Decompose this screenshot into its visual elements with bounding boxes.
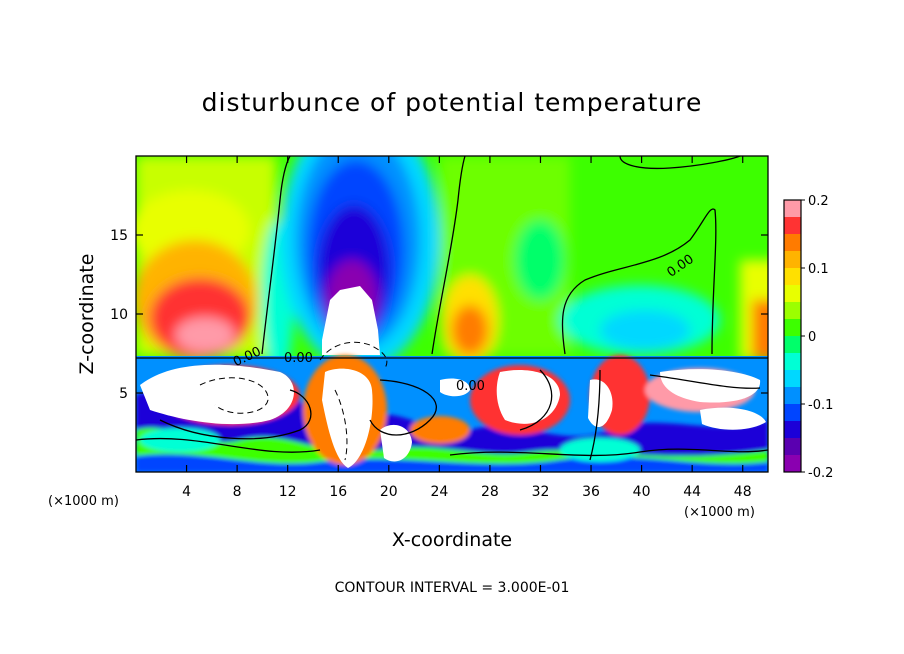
saturated-core [322,286,380,355]
x-tick-label: 8 [233,484,242,500]
contour-labels: 0.00 0.00 0.00 0.00 [231,252,697,394]
colorbar-label: -0.1 [808,398,833,413]
contour-label: 0.00 [456,379,485,394]
colorbar-swatch [784,404,801,422]
colorbar-swatch [784,438,801,456]
colorbar-label: 0.2 [808,194,829,209]
x-tick-label: 40 [633,484,651,500]
x-tick-label: 16 [329,484,347,500]
x-tick-label: 32 [532,484,550,500]
colorbar-label: 0.1 [808,262,829,277]
colorbar-swatch [784,251,801,269]
colorbar-swatch [784,302,801,320]
upper-field [136,156,768,380]
y-tick-label: 5 [119,386,128,402]
x-tick-label: 12 [279,484,297,500]
x-tick-label: 24 [430,484,448,500]
colorbar-swatch [784,370,801,388]
colorbar-swatch [784,336,801,354]
x-tick-label: 4 [182,484,191,500]
contour-label: 0.00 [284,351,313,366]
x-axis: 4 8 12 16 20 24 28 32 36 40 44 48 [182,156,752,500]
colorbar-label: 0 [808,330,816,345]
colorbar-swatch [784,353,801,371]
contour-lines [136,156,768,461]
colorbar-swatch [784,285,801,303]
colorbar-swatch [784,387,801,405]
x-tick-label: 44 [683,484,701,500]
colorbar-swatch [784,455,801,473]
chart-title: disturbunce of potential temperature [202,88,703,117]
y-axis: 5 10 15 [110,228,768,402]
y-tick-label: 15 [110,228,128,244]
colorbar-swatch [784,234,801,252]
y-tick-label: 10 [110,307,128,323]
x-tick-label: 20 [380,484,398,500]
colorbar-swatch [784,421,801,439]
colorbar-swatch [784,319,801,337]
x-unit-right: (×1000 m) [684,505,755,520]
x-tick-label: 28 [481,484,499,500]
y-axis-label: Z-coordinate [76,254,98,375]
plot-area [136,156,768,472]
x-unit-left: (×1000 m) [48,494,119,509]
x-axis-label: X-coordinate [392,529,512,551]
colorbar-swatch [784,217,801,235]
colorbar-swatch [784,268,801,286]
x-tick-label: 36 [582,484,600,500]
colorbar-label: -0.2 [808,466,833,481]
colorbar: 0.2 0.1 0 -0.1 -0.2 [783,194,833,481]
colorbar-swatch [784,200,801,218]
x-tick-label: 48 [734,484,752,500]
negative-contours [199,341,388,461]
contour-interval-note: CONTOUR INTERVAL = 3.000E-01 [335,580,570,596]
